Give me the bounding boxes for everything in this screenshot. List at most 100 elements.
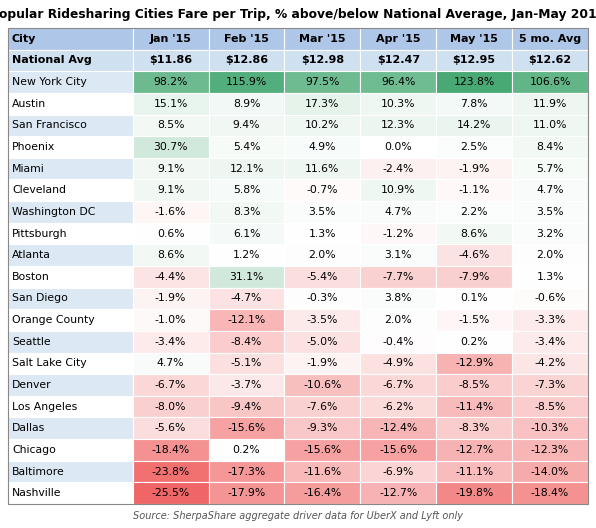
Text: -1.0%: -1.0% <box>155 315 187 325</box>
Text: 11.9%: 11.9% <box>533 99 567 109</box>
Text: $11.86: $11.86 <box>149 55 192 65</box>
Bar <box>436 93 512 115</box>
Bar <box>8 115 133 136</box>
Text: 8.4%: 8.4% <box>536 142 564 152</box>
Text: Chicago: Chicago <box>12 445 56 455</box>
Text: Denver: Denver <box>12 380 52 390</box>
Bar <box>209 461 284 483</box>
Text: New York City: New York City <box>12 77 87 87</box>
Bar <box>436 158 512 180</box>
Text: -11.1%: -11.1% <box>455 467 493 477</box>
Text: 123.8%: 123.8% <box>454 77 495 87</box>
Bar <box>436 309 512 331</box>
Bar <box>133 180 209 201</box>
Bar <box>284 331 361 353</box>
Bar <box>512 288 588 309</box>
Text: -0.7%: -0.7% <box>307 185 338 195</box>
Text: -6.7%: -6.7% <box>383 380 414 390</box>
Bar <box>512 93 588 115</box>
Text: 9.4%: 9.4% <box>233 120 260 130</box>
Text: -8.4%: -8.4% <box>231 337 262 347</box>
Text: -3.5%: -3.5% <box>307 315 338 325</box>
Bar <box>512 136 588 158</box>
Text: -12.3%: -12.3% <box>531 445 569 455</box>
Text: 7.8%: 7.8% <box>461 99 488 109</box>
Text: -7.6%: -7.6% <box>307 402 338 412</box>
Text: 1.2%: 1.2% <box>233 250 260 260</box>
Bar <box>436 201 512 223</box>
Bar <box>284 244 361 266</box>
Bar <box>284 223 361 244</box>
Bar <box>284 439 361 461</box>
Bar <box>133 331 209 353</box>
Text: -1.5%: -1.5% <box>458 315 490 325</box>
Text: -2.4%: -2.4% <box>383 164 414 174</box>
Text: National Avg: National Avg <box>12 55 92 65</box>
Bar <box>284 158 361 180</box>
Bar <box>133 309 209 331</box>
Text: San Diego: San Diego <box>12 294 68 304</box>
Text: 2.2%: 2.2% <box>461 207 488 217</box>
Text: -5.4%: -5.4% <box>307 272 338 282</box>
Bar <box>512 483 588 504</box>
Text: 96.4%: 96.4% <box>381 77 415 87</box>
Text: -11.4%: -11.4% <box>455 402 493 412</box>
Text: -16.4%: -16.4% <box>303 488 342 498</box>
Text: 8.6%: 8.6% <box>461 229 488 239</box>
Bar <box>133 28 209 50</box>
Bar <box>436 180 512 201</box>
Bar <box>8 353 133 374</box>
Text: -3.4%: -3.4% <box>535 337 566 347</box>
Bar <box>436 439 512 461</box>
Bar <box>512 158 588 180</box>
Bar <box>209 288 284 309</box>
Text: -4.6%: -4.6% <box>458 250 490 260</box>
Bar <box>361 115 436 136</box>
Bar <box>209 418 284 439</box>
Bar <box>284 353 361 374</box>
Text: -15.6%: -15.6% <box>303 445 342 455</box>
Bar <box>8 439 133 461</box>
Text: -19.8%: -19.8% <box>455 488 493 498</box>
Bar <box>436 223 512 244</box>
Bar <box>361 461 436 483</box>
Text: 2.0%: 2.0% <box>536 250 564 260</box>
Bar <box>133 115 209 136</box>
Bar <box>209 331 284 353</box>
Text: -23.8%: -23.8% <box>151 467 190 477</box>
Text: $12.47: $12.47 <box>377 55 420 65</box>
Bar <box>209 353 284 374</box>
Text: 31.1%: 31.1% <box>229 272 263 282</box>
Text: 10.3%: 10.3% <box>381 99 415 109</box>
Text: -0.6%: -0.6% <box>534 294 566 304</box>
Bar <box>436 418 512 439</box>
Bar <box>284 374 361 396</box>
Text: 4.7%: 4.7% <box>384 207 412 217</box>
Bar <box>8 331 133 353</box>
Bar <box>8 396 133 418</box>
Bar <box>284 136 361 158</box>
Text: Mar '15: Mar '15 <box>299 34 346 44</box>
Text: -1.6%: -1.6% <box>155 207 187 217</box>
Text: 5.7%: 5.7% <box>536 164 564 174</box>
Bar <box>361 201 436 223</box>
Bar <box>436 331 512 353</box>
Text: San Francisco: San Francisco <box>12 120 87 130</box>
Text: 1.3%: 1.3% <box>309 229 336 239</box>
Text: 10.9%: 10.9% <box>381 185 415 195</box>
Text: -4.9%: -4.9% <box>383 359 414 369</box>
Bar <box>133 71 209 93</box>
Bar <box>436 28 512 50</box>
Bar <box>512 223 588 244</box>
Bar <box>133 93 209 115</box>
Bar <box>361 483 436 504</box>
Bar <box>512 115 588 136</box>
Bar <box>361 244 436 266</box>
Bar <box>8 201 133 223</box>
Text: -3.3%: -3.3% <box>535 315 566 325</box>
Text: 12.3%: 12.3% <box>381 120 415 130</box>
Bar <box>361 331 436 353</box>
Text: City: City <box>12 34 36 44</box>
Bar <box>436 288 512 309</box>
Bar <box>133 136 209 158</box>
